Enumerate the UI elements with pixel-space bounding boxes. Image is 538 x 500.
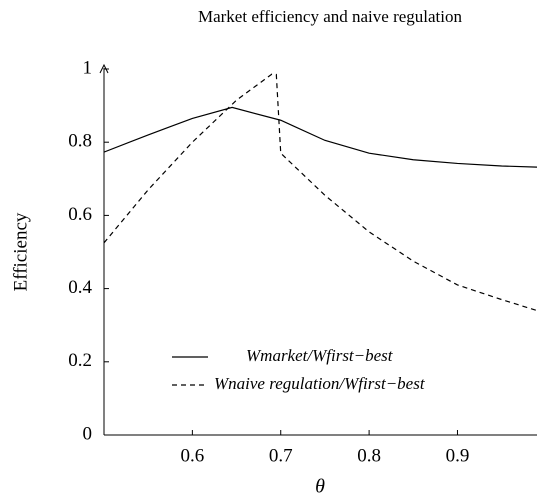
chart-title: Market efficiency and naive regulation <box>198 7 463 26</box>
x-axis-label: θ <box>315 476 325 498</box>
legend-label: Wmarket/Wfirst−best <box>246 346 394 365</box>
x-tick-label: 0.6 <box>180 445 204 466</box>
y-axis-arrow <box>99 63 109 74</box>
series-line <box>104 106 538 168</box>
x-tick-label: 0.9 <box>446 445 470 466</box>
y-tick-label: 0.4 <box>68 277 92 298</box>
y-tick-label: 0 <box>83 423 93 444</box>
y-axis-label: Efficiency <box>10 212 31 291</box>
y-tick-label: 0.2 <box>68 350 92 371</box>
series-line <box>104 73 538 312</box>
x-tick-label: 0.8 <box>357 445 381 466</box>
y-tick-label: 0.8 <box>68 131 92 152</box>
y-tick-label: 0.6 <box>68 204 92 225</box>
legend-label: Wnaive regulation/Wfirst−best <box>214 374 426 393</box>
y-tick-label: 1 <box>83 57 93 78</box>
x-tick-label: 0.7 <box>269 445 293 466</box>
